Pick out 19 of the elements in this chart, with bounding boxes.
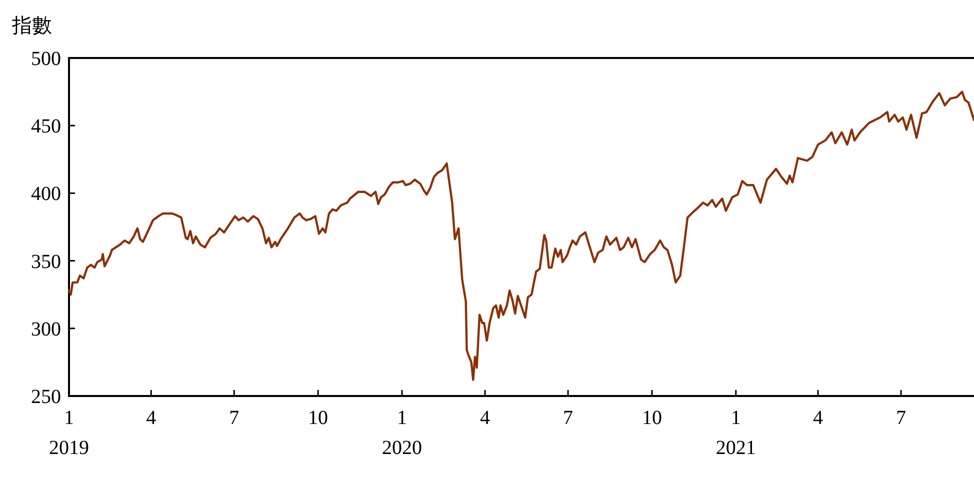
x-tick-label: 7	[229, 407, 240, 429]
x-tick-label: 7	[563, 407, 574, 429]
y-axis-title: 指數	[11, 15, 52, 37]
x-tick-label: 10	[308, 407, 328, 429]
x-tick-label: 4	[480, 407, 490, 429]
x-tick-label: 7	[896, 407, 906, 429]
x-tick-label: 1 2019	[49, 407, 89, 459]
line-series	[68, 90, 974, 381]
y-tick-label: 450	[31, 116, 61, 138]
x-tick-label: 10	[642, 407, 662, 429]
x-tick-label: 1 2021	[716, 407, 756, 459]
x-tick-label: 1 2020	[382, 407, 422, 459]
x-tick-label: 4	[812, 407, 823, 429]
y-tick-label: 300	[31, 318, 61, 340]
y-tick-label: 400	[31, 183, 61, 206]
y-tick-label: 250	[31, 386, 61, 408]
x-tick-label: 4	[146, 407, 156, 429]
y-tick-label: 500	[31, 48, 61, 70]
y-tick-label: 350	[31, 250, 61, 273]
